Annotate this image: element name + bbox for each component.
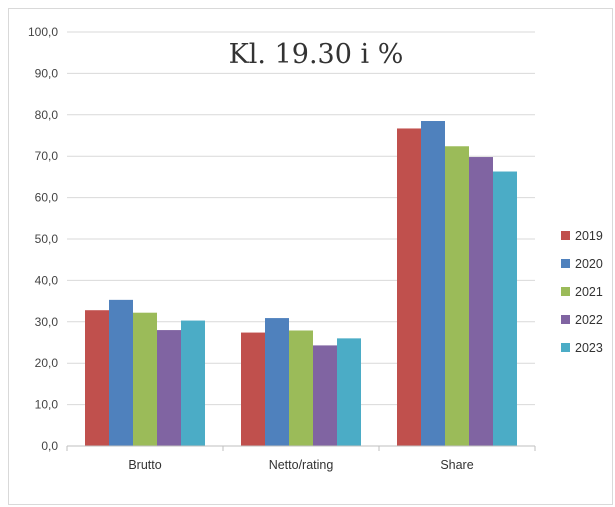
- bar-2022-1: [313, 345, 337, 446]
- legend-swatch-2022: [561, 315, 570, 324]
- x-axis: Brutto Netto/rating Share: [66, 445, 536, 472]
- y-tick-label: 30,0: [35, 315, 59, 329]
- y-tick-label: 10,0: [35, 398, 59, 412]
- x-category-label: Brutto: [128, 458, 161, 472]
- legend-label-2020: 2020: [575, 257, 603, 271]
- y-tick-label: 50,0: [35, 232, 59, 246]
- bar-2019-1: [241, 332, 265, 446]
- y-tick-label: 40,0: [35, 273, 59, 287]
- y-tick-label: 70,0: [35, 149, 59, 163]
- bar-2023-1: [337, 338, 361, 446]
- chart-title: Kl. 19.30 i %: [229, 39, 404, 70]
- bar-2023-0: [181, 320, 205, 446]
- bar-2021-1: [289, 330, 313, 446]
- y-tick-label: 90,0: [35, 66, 59, 80]
- legend-swatch-2023: [561, 343, 570, 352]
- legend-swatch-2019: [561, 231, 570, 240]
- y-tick-label: 0,0: [41, 439, 58, 453]
- legend-label-2021: 2021: [575, 285, 603, 299]
- x-category-label: Netto/rating: [269, 458, 334, 472]
- legend-label-2019: 2019: [575, 229, 603, 243]
- bar-2022-2: [469, 157, 493, 446]
- y-tick-label: 80,0: [35, 108, 59, 122]
- legend-swatch-2021: [561, 287, 570, 296]
- y-tick-label: 60,0: [35, 191, 59, 205]
- y-tick-label: 100,0: [28, 25, 58, 39]
- bar-2020-1: [265, 318, 289, 446]
- bar-2021-2: [445, 146, 469, 447]
- y-tick-label: 20,0: [35, 356, 59, 370]
- bar-2021-0: [133, 312, 157, 446]
- bar-2020-2: [421, 121, 445, 446]
- legend: 2019 2020 2021 2022 2023: [561, 229, 603, 355]
- bar-2019-0: [85, 310, 109, 446]
- bar-2020-0: [109, 299, 133, 446]
- bar-2023-2: [493, 171, 517, 446]
- legend-label-2022: 2022: [575, 313, 603, 327]
- y-axis: 0,0 10,0 20,0 30,0 40,0 50,0 60,0 70,0 80,0 90,0 1…: [28, 25, 58, 453]
- legend-label-2023: 2023: [575, 341, 603, 355]
- legend-swatch-2020: [561, 259, 570, 268]
- x-category-label: Share: [440, 458, 473, 472]
- bar-2019-2: [397, 128, 421, 446]
- bars: [85, 121, 517, 447]
- bar-2022-0: [157, 330, 181, 446]
